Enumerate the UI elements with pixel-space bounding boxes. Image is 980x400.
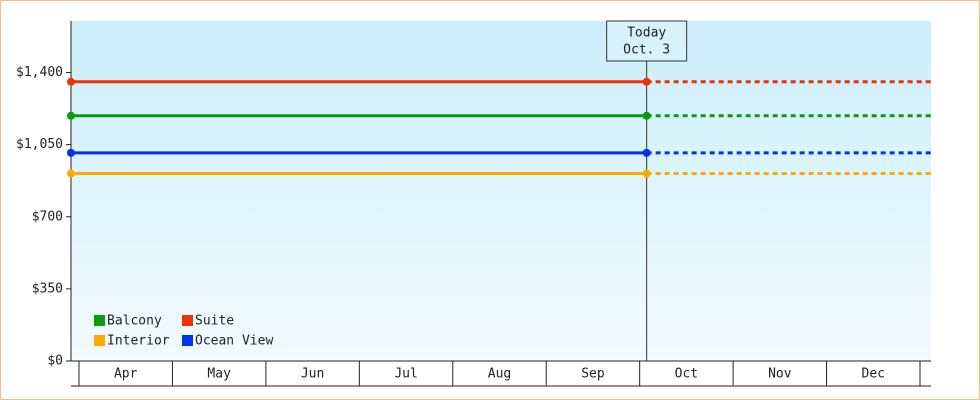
y-tick-label: $0 [47,354,63,369]
x-tick-label: Nov [768,367,792,382]
x-tick-label: Sep [581,367,605,382]
point [642,148,651,157]
point [67,148,75,157]
x-tick-label: Jul [394,367,417,382]
x-tick-label: Jun [301,367,324,382]
x-tick-label: May [207,367,231,382]
point [642,169,651,178]
legend-swatch [182,315,193,326]
y-tick-label: $700 [32,209,63,224]
legend-swatch [94,335,105,346]
today-date: Oct. 3 [623,43,670,58]
today-box [606,20,688,62]
y-tick-label: $350 [32,281,63,296]
point [67,77,75,86]
x-tick-label: Oct [675,367,698,382]
point [642,77,651,86]
y-tick-label: $1,400 [16,65,63,80]
plot-area [71,21,931,361]
legend-label: Interior [107,334,170,349]
point [67,169,75,178]
legend-swatch [182,335,193,346]
x-tick-label: Dec [862,367,885,382]
legend-swatch [94,315,105,326]
x-tick-label: Apr [114,367,138,382]
point [642,111,651,120]
x-tick-label: Aug [488,367,511,382]
legend-label: Balcony [107,314,162,329]
y-tick-label: $1,050 [16,137,63,152]
legend-label: Ocean View [195,334,273,349]
today-label: Today [627,26,666,41]
legend-label: Suite [195,314,234,329]
point [67,111,75,120]
